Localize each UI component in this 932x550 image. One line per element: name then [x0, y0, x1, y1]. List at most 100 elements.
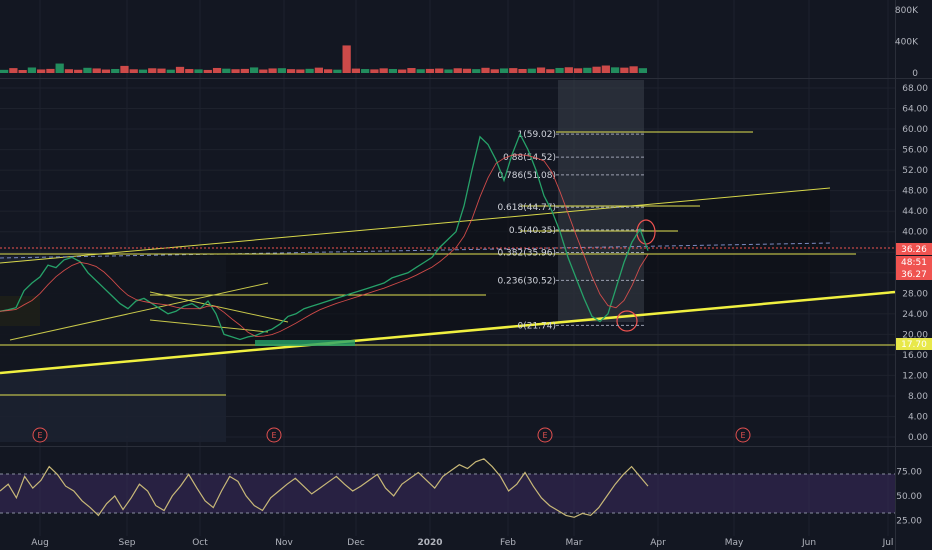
- fib-level-label: 0.5(40.35): [509, 226, 556, 236]
- price-line: [0, 132, 649, 341]
- earnings-marker: [735, 427, 751, 443]
- moving-average-line: [0, 154, 649, 338]
- price-tick-label: 68.00: [902, 84, 928, 94]
- price-tick-label: 16.00: [902, 351, 928, 361]
- volume-bar: [259, 69, 268, 73]
- earnings-marker-label: E: [271, 431, 276, 440]
- price-tag-label: 36.27: [901, 270, 927, 280]
- volume-bar: [27, 67, 37, 73]
- volume-bar: [231, 69, 240, 73]
- earnings-marker-label: E: [37, 431, 42, 440]
- price-tick-label: 48.00: [902, 187, 928, 197]
- volume-bar: [185, 69, 194, 73]
- price-tick-label: 52.00: [902, 166, 928, 176]
- volume-tick-label: 400K: [895, 38, 919, 48]
- volume-bar: [18, 70, 27, 73]
- fib-level-label: 0(21.74): [517, 321, 556, 331]
- rsi-tick-label: 25.00: [896, 516, 922, 526]
- volume-bar: [499, 68, 509, 73]
- month-label: Dec: [347, 538, 364, 548]
- fib-level-label: 0.236(30.52): [497, 276, 556, 286]
- rsi-series: [0, 458, 649, 518]
- volume-bar: [148, 68, 157, 73]
- earnings-marker-label: E: [542, 431, 547, 440]
- volume-bar: [573, 68, 583, 73]
- price-tick-label: 24.00: [902, 310, 928, 320]
- volume-bar: [462, 68, 472, 73]
- accumulation-box: [255, 340, 355, 346]
- triangle-line-b: [149, 319, 269, 333]
- drawings: [0, 80, 932, 442]
- volume-tick-label: 800K: [895, 6, 919, 16]
- volume-bar: [472, 69, 481, 73]
- month-label: Sep: [119, 538, 136, 548]
- volume-bar: [111, 68, 120, 73]
- volume-bar: [638, 68, 647, 73]
- volume-bar: [398, 69, 407, 73]
- volume-bar: [490, 69, 499, 73]
- price-series: [0, 132, 649, 341]
- month-label: Aug: [31, 538, 49, 548]
- volume-bar: [305, 68, 314, 73]
- volume-bar: [416, 69, 425, 73]
- volume-bar: [361, 69, 370, 73]
- price-tick-label: 64.00: [902, 105, 928, 115]
- volume-series: [0, 45, 647, 73]
- earnings-marker: [32, 427, 48, 443]
- price-tag-label: 48:51: [901, 258, 927, 268]
- volume-bar: [610, 67, 620, 73]
- volume-bar: [74, 69, 83, 73]
- month-label: Apr: [650, 538, 666, 548]
- volume-bar: [536, 67, 546, 73]
- volume-bar: [370, 69, 379, 73]
- volume-bar: [101, 69, 111, 73]
- price-tags: 36.26 48:51 36.27 17.70: [896, 243, 932, 350]
- volume-bar: [222, 68, 231, 73]
- earnings-marker: [537, 427, 553, 443]
- volume-bar: [120, 65, 129, 73]
- support-trendline: [0, 290, 896, 375]
- volume-bar: [64, 69, 74, 73]
- volume-bar: [435, 68, 444, 73]
- price-tick-label: 60.00: [902, 125, 928, 135]
- rsi-tick-label: 75.00: [896, 468, 922, 478]
- volume-bar: [407, 68, 416, 73]
- earnings-marker: [266, 427, 282, 443]
- price-tick-label: 40.00: [902, 228, 928, 238]
- volume-bar: [92, 68, 101, 73]
- channel-upper-line: [0, 187, 831, 264]
- time-axis[interactable]: Aug Sep Oct Nov Dec 2020 Feb Mar Apr May Jun Jul: [31, 538, 893, 548]
- volume-bar: [46, 68, 55, 73]
- circle-marker-bottom: [616, 310, 638, 332]
- price-tag-label: 36.26: [901, 245, 927, 255]
- volume-bar: [138, 69, 148, 73]
- month-label: May: [725, 538, 744, 548]
- price-tag: [896, 243, 932, 255]
- volume-bar: [555, 67, 564, 73]
- volume-bar: [55, 63, 64, 73]
- volume-bar: [601, 65, 610, 73]
- volume-bar: [249, 67, 259, 73]
- volume-bar: [324, 69, 333, 73]
- volume-bar: [629, 66, 638, 73]
- fib-level-label: 0.88(54.52): [503, 153, 556, 163]
- triangle-line-a: [9, 282, 269, 341]
- volume-bar: [129, 69, 138, 73]
- rsi-tick-label: 50.00: [896, 492, 922, 502]
- earnings-marker-label: E: [740, 431, 745, 440]
- fib-level-label: 1(59.02): [517, 130, 556, 140]
- price-tick-label: 44.00: [902, 207, 928, 217]
- fibonacci-levels: 1(59.02) 0.88(54.52) 0.786(51.08) 0.618(44.…: [497, 130, 644, 331]
- volume-bar: [0, 69, 9, 73]
- volume-bar: [194, 69, 203, 73]
- triangle-line-c: [149, 291, 289, 323]
- month-label: Feb: [500, 538, 516, 548]
- month-label: Jun: [801, 538, 816, 548]
- month-label: Nov: [275, 538, 293, 548]
- volume-bar: [518, 68, 527, 73]
- price-tag: [896, 268, 932, 280]
- price-tick-label: 12.00: [902, 371, 928, 381]
- volume-bar: [9, 68, 18, 73]
